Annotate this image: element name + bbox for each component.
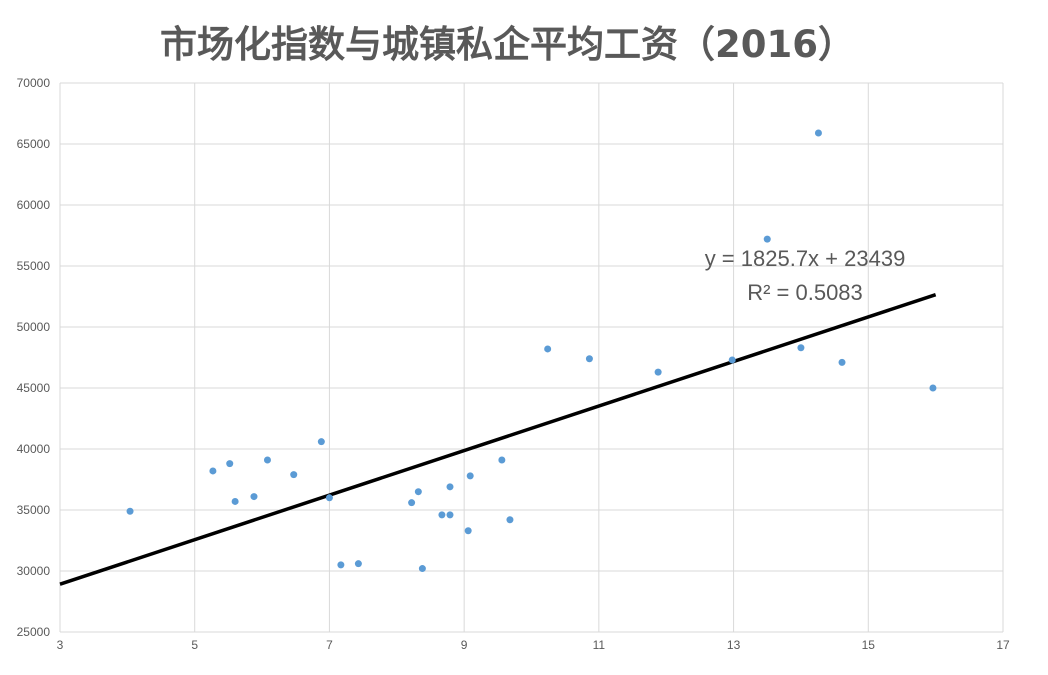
data-point [446,511,454,519]
data-point [337,561,345,569]
data-point [209,467,217,475]
trendline-r2-text: R² = 0.5083 [747,280,863,305]
trendline-equation: y = 1825.7x + 23439 R² = 0.5083 [705,246,906,305]
data-point [317,438,325,446]
data-point [544,345,552,353]
data-point [250,493,258,501]
x-tick-label: 17 [996,638,1010,652]
data-point [126,507,134,515]
data-point [814,129,822,137]
y-tick-label: 35000 [17,503,51,517]
data-point [797,344,805,352]
data-point [763,235,771,243]
y-tick-label: 30000 [17,564,51,578]
chart-title: 市场化指数与城镇私企平均工资（2016） [160,23,855,66]
data-point [446,483,454,491]
y-axis-tick-labels: 25000 30000 35000 40000 45000 50000 55000 60000… [17,76,51,639]
data-point [408,499,416,507]
data-point [464,527,472,535]
x-tick-label: 5 [191,638,198,652]
y-tick-label: 70000 [17,76,51,90]
x-tick-label: 13 [727,638,741,652]
data-point [290,471,298,479]
y-tick-label: 50000 [17,320,51,334]
y-tick-label: 65000 [17,137,51,151]
data-point [354,560,362,568]
data-point [506,516,514,524]
data-point [263,456,271,464]
x-axis-tick-labels: 3 5 7 9 11 13 15 17 [57,638,1010,652]
data-point [226,460,234,468]
data-point [414,488,422,496]
x-tick-label: 3 [57,638,64,652]
y-tick-label: 60000 [17,198,51,212]
data-point [466,472,474,480]
x-tick-label: 15 [862,638,876,652]
x-tick-label: 7 [326,638,333,652]
data-point [838,358,846,366]
trendline-layer [59,293,937,586]
data-point [929,384,937,392]
y-tick-label: 40000 [17,442,51,456]
data-point [418,565,426,573]
x-tick-label: 9 [461,638,468,652]
grid-lines [59,82,1004,633]
y-tick-label: 25000 [17,625,51,639]
trendline [59,293,937,586]
y-tick-label: 55000 [17,259,51,273]
y-tick-label: 45000 [17,381,51,395]
x-tick-label: 11 [593,638,606,652]
data-point [325,494,333,502]
data-point [498,456,506,464]
data-point [728,356,736,364]
trendline-equation-text: y = 1825.7x + 23439 [705,246,906,271]
data-point [654,368,662,376]
data-points [126,129,937,573]
data-point [585,355,593,363]
data-point [438,511,446,519]
data-point [231,497,239,505]
